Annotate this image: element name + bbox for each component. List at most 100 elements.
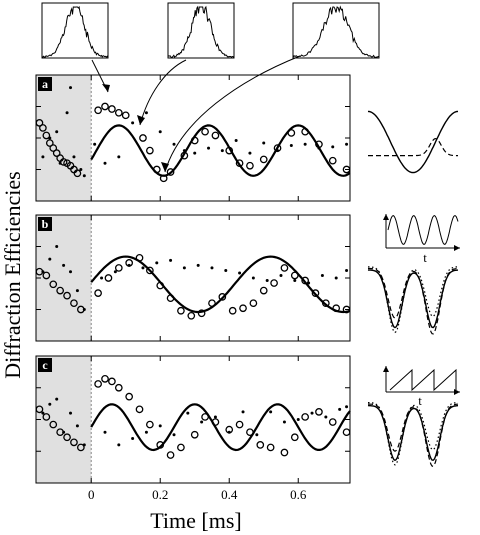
- data-point-open: [321, 299, 330, 308]
- panel-label-box: [38, 217, 52, 231]
- data-point-dot: [55, 245, 59, 248]
- arrow-2-head: [137, 115, 145, 125]
- data-point-dot: [345, 142, 349, 146]
- data-point-open: [235, 420, 244, 429]
- data-point-open: [139, 134, 147, 142]
- inset-a-solid-curve: [367, 110, 459, 174]
- data-point-dot: [293, 279, 297, 283]
- data-point-dot: [227, 430, 231, 434]
- data-point-open: [301, 276, 309, 285]
- data-point-open: [77, 443, 85, 452]
- data-point-open: [180, 151, 189, 160]
- top-inset-2-frame: [167, 2, 235, 59]
- data-point-dot: [41, 155, 45, 159]
- top-inset-2-curve: [167, 5, 235, 59]
- panel-label: b: [42, 217, 49, 231]
- data-point-open: [159, 174, 168, 183]
- data-point-open: [246, 428, 254, 437]
- data-point-dot: [141, 266, 145, 270]
- panel-c: c: [35, 355, 351, 484]
- data-point-dot: [345, 268, 349, 272]
- data-point-dot: [338, 407, 342, 411]
- panel-label: a: [42, 77, 48, 91]
- data-point-open: [166, 451, 175, 459]
- top-inset-1-curve: [41, 5, 109, 59]
- data-point-dot: [62, 263, 66, 267]
- data-point-dot: [262, 141, 266, 145]
- data-point-dot: [182, 149, 186, 153]
- data-point-dot: [55, 397, 59, 401]
- data-point-open: [256, 441, 265, 449]
- data-point-dot: [324, 415, 328, 419]
- data-point-open: [246, 161, 254, 170]
- data-point-open: [177, 443, 185, 452]
- data-point-open: [342, 165, 351, 174]
- data-point-dot: [207, 146, 211, 150]
- data-point-dot: [220, 149, 224, 153]
- data-point-dot: [72, 155, 76, 159]
- top-inset-3-curve: [292, 5, 380, 58]
- data-point-open: [108, 377, 116, 386]
- data-point-dot: [210, 266, 214, 270]
- data-point-dot: [82, 308, 86, 311]
- data-point-open: [311, 289, 320, 297]
- data-point-open: [101, 102, 109, 111]
- arrow-3-head: [161, 162, 169, 172]
- inset-c-t-arrow: [454, 389, 460, 395]
- data-point-dot: [269, 410, 273, 414]
- data-point-dot: [41, 411, 45, 415]
- data-point-dot: [93, 142, 97, 146]
- data-point-open: [146, 146, 154, 155]
- x-tick-label: 0.4: [221, 487, 238, 502]
- inset-c-sawtooth: [389, 368, 457, 392]
- data-point-open: [190, 430, 199, 439]
- inset-c-t-label: t: [418, 393, 422, 408]
- data-point-dot: [131, 121, 135, 125]
- data-point-open: [266, 443, 275, 452]
- data-point-open: [156, 281, 165, 290]
- data-point-dot: [75, 424, 79, 428]
- data-point-open: [35, 405, 44, 414]
- data-point-dot: [65, 111, 69, 115]
- data-point-dot: [55, 130, 59, 134]
- data-point-dot: [345, 405, 349, 409]
- data-point-dot: [69, 86, 73, 90]
- data-point-open: [201, 413, 209, 421]
- data-point-dot: [248, 151, 252, 155]
- data-point-open: [156, 441, 165, 449]
- data-point-open: [39, 124, 47, 132]
- inset-b-y-arrow: [383, 214, 389, 220]
- data-point-dot: [127, 263, 131, 267]
- panel-a: a: [35, 74, 351, 202]
- data-point-open: [177, 306, 185, 315]
- inset-b-t-arrow: [454, 245, 460, 251]
- data-point-open: [101, 375, 109, 383]
- data-point-open: [45, 139, 54, 147]
- data-point-open: [166, 168, 175, 176]
- data-point-dot: [48, 402, 52, 406]
- data-point-open: [49, 420, 58, 429]
- data-point-dot: [103, 430, 107, 434]
- data-point-dot: [117, 443, 121, 447]
- data-point-dot: [69, 270, 73, 274]
- y-axis-label: Diffraction Efficiencies: [0, 171, 25, 379]
- data-point-open: [114, 264, 123, 272]
- data-point-dot: [131, 437, 135, 441]
- data-point-dot: [182, 266, 186, 270]
- data-point-dot: [193, 151, 197, 155]
- data-point-open: [114, 108, 123, 117]
- data-point-dot: [296, 418, 300, 421]
- data-point-open: [187, 311, 196, 320]
- data-point-open: [332, 304, 341, 313]
- fit-curve: [90, 124, 351, 177]
- data-point-open: [208, 299, 216, 308]
- data-point-dot: [113, 270, 117, 274]
- data-point-dot: [155, 261, 159, 265]
- data-point-dot: [289, 144, 293, 148]
- data-point-open: [70, 438, 78, 447]
- top-inset-3-frame: [292, 2, 380, 59]
- data-point-dot: [213, 415, 217, 419]
- data-point-open: [201, 127, 209, 136]
- data-point-dot: [79, 168, 83, 171]
